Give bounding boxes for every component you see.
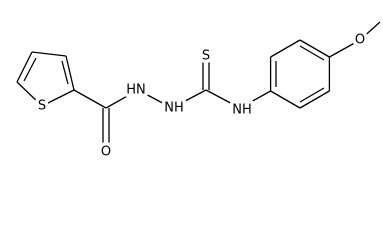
bond (359, 21, 381, 41)
bond (299, 90, 330, 109)
bond (23, 57, 37, 82)
bond (239, 90, 271, 109)
atom-label: S (202, 49, 210, 64)
atom-label: HN (126, 83, 146, 98)
atom-label: O (101, 145, 111, 160)
bond (16, 81, 43, 107)
bond (73, 89, 107, 109)
bond (205, 89, 241, 109)
bond (31, 51, 67, 57)
bond (61, 60, 69, 85)
structure-diagram: S O HN NH S NH O (16, 21, 381, 163)
bond (65, 55, 75, 91)
bond (299, 39, 330, 58)
atom-label: O (355, 33, 365, 48)
atom-labels: S O HN NH S NH O (34, 29, 368, 163)
bond (329, 39, 361, 58)
bond (105, 89, 139, 109)
bond (299, 87, 325, 103)
atom-label: NH (232, 103, 252, 118)
bond (171, 89, 207, 109)
bond (41, 89, 75, 107)
bond (137, 89, 173, 109)
atom-label: S (38, 99, 46, 114)
bond (16, 51, 33, 83)
bonds (16, 21, 381, 150)
bond (270, 90, 301, 109)
bond (270, 39, 301, 58)
atom-label: NH (164, 101, 184, 116)
bond (299, 45, 325, 61)
